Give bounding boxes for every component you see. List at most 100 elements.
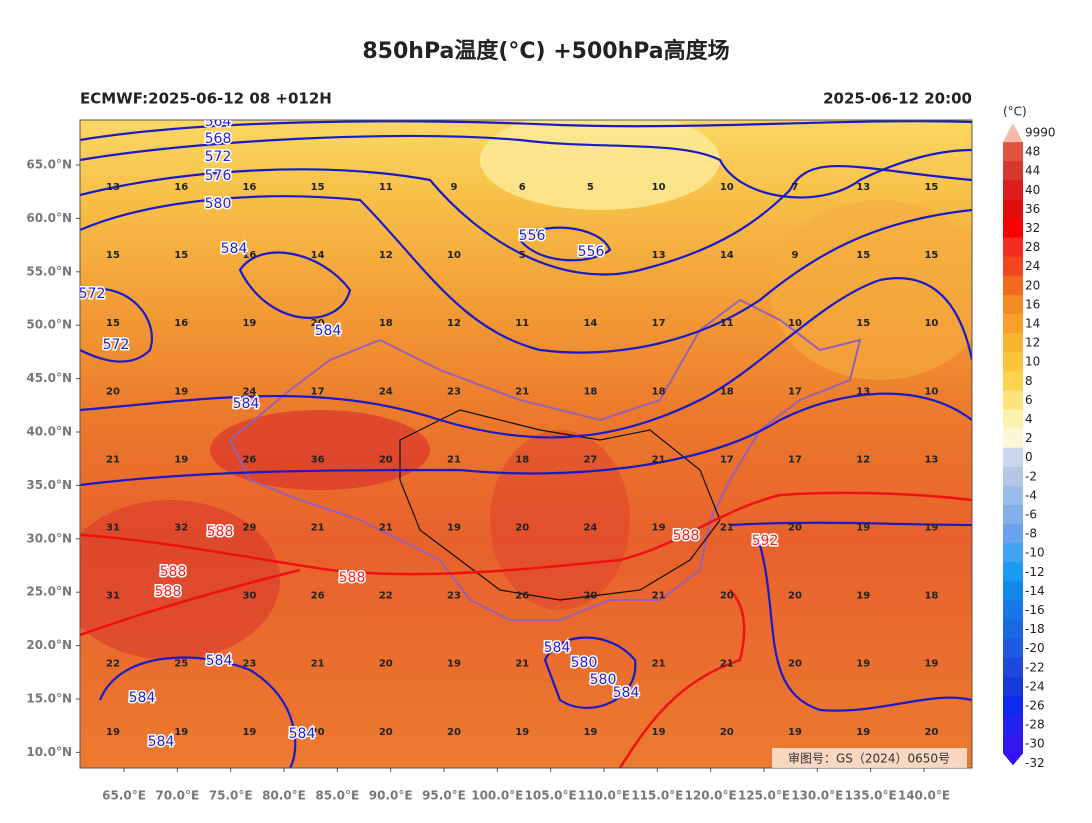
temperature-value: 20 [106,386,120,397]
contour-label: 588 [207,524,234,540]
temperature-value: 16 [242,250,256,261]
colorbar-label: 10 [1025,355,1040,369]
colorbar-swatch [1003,371,1023,391]
lon-label: 140.0°E [898,789,950,803]
colorbar-label: 8 [1025,374,1033,388]
temperature-value: 19 [856,523,870,534]
temperature-value: 36 [311,454,325,465]
colorbar-label: -20 [1025,641,1045,655]
contour-label: 564 [205,114,232,130]
colorbar-swatch [1003,485,1023,506]
temperature-value: 30 [242,591,256,602]
temperature-value: 16 [174,318,188,329]
model-run: ECMWF:2025-06-12 08 +012H [80,90,332,108]
colorbar-label: 28 [1025,240,1040,254]
colorbar-label: -14 [1025,584,1045,598]
colorbar-label: 48 [1025,145,1040,159]
colorbar-swatch [1003,562,1023,582]
contour-label: 584 [129,690,156,706]
temperature-value: 20 [379,454,393,465]
temperature-value: 22 [106,659,120,670]
colorbar-label: 16 [1025,297,1040,311]
lon-label: 105.0°E [525,789,577,803]
temperature-value: 21 [515,386,529,397]
lat-label: 20.0°N [26,638,72,652]
temperature-value: 19 [447,659,461,670]
colorbar-swatch [1003,600,1023,621]
temperature-value: 19 [856,727,870,738]
temperature-value: 16 [174,182,188,193]
lon-label: 95.0°E [422,789,466,803]
lat-label: 45.0°N [26,371,72,385]
temperature-value: 21 [379,523,393,534]
temperature-value: 19 [242,727,256,738]
colorbar-swatch [1003,142,1023,162]
temperature-value: 19 [652,727,666,738]
temperature-value: 17 [311,386,325,397]
colorbar-swatch [1003,294,1023,315]
approval-box [772,748,967,768]
temperature-value: 19 [583,727,597,738]
temperature-value: 19 [856,591,870,602]
contour-label: 588 [160,564,187,580]
colorbar-label: 20 [1025,278,1040,292]
temperature-value: 20 [311,318,325,329]
colorbar-label: -28 [1025,718,1045,732]
colorbar-label: 6 [1025,393,1033,407]
colorbar-label: 32 [1025,221,1040,235]
contour-label: 584 [613,685,640,701]
temperature-value: 15 [106,318,120,329]
colorbar-label: -22 [1025,660,1045,674]
lon-label: 125.0°E [738,789,790,803]
lat-label: 65.0°N [26,158,72,172]
temperature-value: 15 [924,250,938,261]
contour-labels: 5645685725765805845725725565565845845885… [79,114,780,752]
temperature-value: 20 [720,591,734,602]
colorbar-label: -8 [1025,527,1037,541]
colorbar-swatch [1003,314,1023,334]
temperature-value: 10 [788,318,802,329]
lat-label: 10.0°N [26,745,72,759]
colorbar-label: -16 [1025,603,1045,617]
colorbar-cap [1003,753,1023,766]
temperature-value: 16 [242,182,256,193]
colorbar-swatch [1003,333,1023,353]
lat-label: 35.0°N [26,478,72,492]
temperature-value: 10 [924,318,938,329]
colorbar-label: 36 [1025,202,1040,216]
colorbar-label: 0 [1025,450,1033,464]
temperature-value: 19 [174,454,188,465]
temperature-value: 18 [379,318,393,329]
colorbar-label: 9990 [1025,126,1056,140]
contour-label: 572 [205,149,232,165]
temperature-value: 11 [720,318,734,329]
temperature-value: 20 [788,523,802,534]
lon-label: 115.0°E [631,789,683,803]
temperature-value: 20 [583,591,597,602]
temperature-value: 21 [720,659,734,670]
lon-label: 135.0°E [845,789,897,803]
colorbar-swatch [1003,199,1023,219]
temperature-value: 9 [451,182,458,193]
contour-label: 572 [79,286,106,302]
colorbar-swatch [1003,638,1023,659]
colorbar-label: -12 [1025,565,1045,579]
contour-label: 584 [544,640,571,656]
temperature-value: 21 [515,659,529,670]
temperature-value: 17 [788,454,802,465]
temperature-value: 20 [515,523,529,534]
colorbar-swatch [1003,543,1023,563]
colorbar-label: 14 [1025,317,1040,331]
temperature-value: 18 [583,386,597,397]
colorbar-swatch [1003,275,1023,296]
colorbar-label: -4 [1025,488,1037,502]
title: 850hPa温度(°C) +500hPa高度场 [362,38,729,64]
temperature-value: 31 [106,591,120,602]
temperature-value: 20 [720,727,734,738]
colorbar-label: -32 [1025,756,1045,770]
temperature-value: 21 [720,523,734,534]
temperature-value: 19 [652,523,666,534]
lon-label: 90.0°E [369,789,413,803]
colorbar-swatch [1003,428,1023,449]
temperature-value: 19 [788,727,802,738]
